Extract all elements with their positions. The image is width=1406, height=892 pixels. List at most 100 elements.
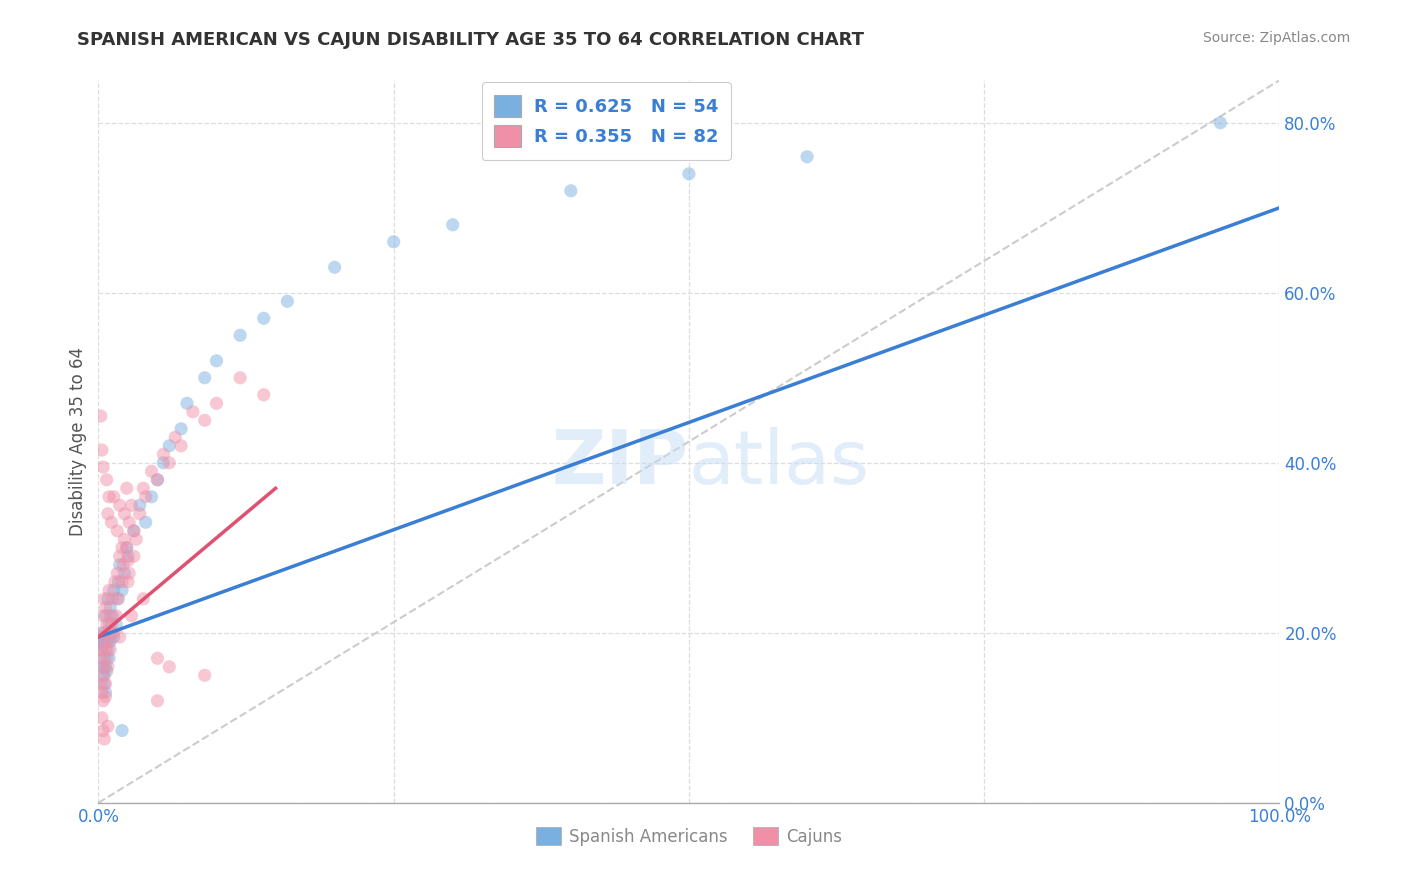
Point: [111, 723, 134, 738]
Point: [146, 694, 169, 708]
Point: [323, 260, 346, 275]
Point: [112, 507, 135, 521]
Point: [121, 498, 143, 512]
Point: [121, 608, 143, 623]
Point: [152, 447, 174, 461]
Point: [91, 660, 114, 674]
Point: [112, 533, 135, 547]
Point: [176, 396, 198, 410]
Point: [97, 719, 120, 733]
Point: [132, 481, 155, 495]
Point: [98, 608, 121, 623]
Point: [115, 541, 138, 555]
Point: [98, 642, 121, 657]
Point: [93, 677, 115, 691]
Point: [157, 439, 180, 453]
Point: [98, 651, 121, 665]
Point: [90, 677, 112, 691]
Y-axis label: Disability Age 35 to 64: Disability Age 35 to 64: [69, 347, 87, 536]
Point: [91, 723, 114, 738]
Point: [170, 439, 193, 453]
Point: [98, 600, 121, 615]
Point: [101, 591, 124, 606]
Point: [104, 574, 127, 589]
Point: [105, 524, 128, 538]
Point: [122, 524, 145, 538]
Point: [253, 311, 276, 326]
Point: [91, 460, 114, 475]
Point: [91, 634, 114, 648]
Point: [115, 481, 138, 495]
Point: [90, 409, 112, 423]
Point: [96, 617, 118, 632]
Point: [108, 558, 131, 572]
Point: [94, 677, 117, 691]
Point: [94, 608, 117, 623]
Point: [97, 591, 120, 606]
Point: [157, 456, 180, 470]
Point: [111, 583, 134, 598]
Point: [103, 630, 125, 644]
Point: [91, 668, 114, 682]
Point: [128, 507, 150, 521]
Point: [112, 558, 135, 572]
Point: [135, 516, 157, 530]
Point: [205, 396, 228, 410]
Legend: Spanish Americans, Cajuns: Spanish Americans, Cajuns: [529, 821, 849, 852]
Point: [118, 516, 141, 530]
Point: [94, 642, 117, 657]
Point: [91, 711, 114, 725]
Point: [117, 574, 139, 589]
Point: [90, 625, 112, 640]
Point: [194, 668, 217, 682]
Point: [117, 549, 139, 564]
Point: [101, 608, 124, 623]
Point: [89, 651, 111, 665]
Point: [96, 473, 118, 487]
Point: [146, 473, 169, 487]
Point: [107, 591, 129, 606]
Point: [105, 591, 128, 606]
Point: [157, 660, 180, 674]
Point: [93, 591, 115, 606]
Text: atlas: atlas: [689, 426, 870, 500]
Point: [97, 642, 120, 657]
Point: [194, 413, 217, 427]
Point: [441, 218, 464, 232]
Point: [93, 668, 115, 682]
Point: [103, 490, 125, 504]
Point: [229, 328, 252, 343]
Point: [108, 498, 131, 512]
Point: [678, 167, 700, 181]
Point: [91, 642, 114, 657]
Point: [128, 498, 150, 512]
Point: [253, 388, 276, 402]
Point: [170, 422, 193, 436]
Point: [105, 617, 128, 632]
Point: [94, 685, 117, 699]
Point: [1209, 116, 1232, 130]
Point: [93, 634, 115, 648]
Point: [91, 443, 114, 458]
Point: [382, 235, 405, 249]
Point: [181, 405, 204, 419]
Point: [98, 634, 121, 648]
Point: [796, 150, 818, 164]
Text: Source: ZipAtlas.com: Source: ZipAtlas.com: [1202, 31, 1350, 45]
Point: [96, 664, 118, 678]
Point: [93, 625, 115, 640]
Point: [91, 685, 114, 699]
Point: [122, 524, 145, 538]
Point: [141, 490, 163, 504]
Point: [98, 634, 121, 648]
Point: [98, 617, 121, 632]
Point: [111, 541, 134, 555]
Point: [108, 549, 131, 564]
Point: [97, 625, 120, 640]
Point: [103, 625, 125, 640]
Point: [97, 660, 120, 674]
Point: [100, 516, 122, 530]
Point: [90, 642, 112, 657]
Point: [146, 651, 169, 665]
Point: [93, 732, 115, 747]
